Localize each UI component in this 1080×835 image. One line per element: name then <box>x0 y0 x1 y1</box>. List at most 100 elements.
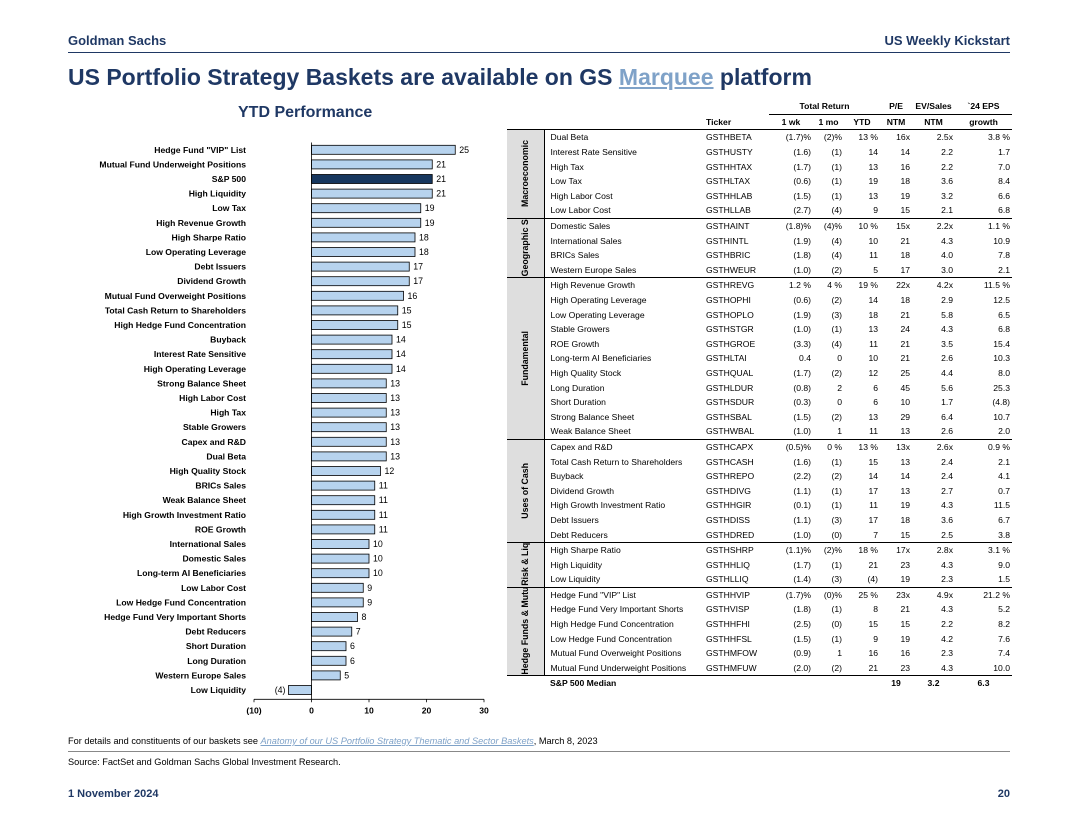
value-cell: 18 <box>900 295 911 306</box>
basket-name: BRICs Sales <box>550 250 600 261</box>
value-cell: 14 <box>868 295 879 306</box>
chart-data-label: 13 <box>390 422 400 432</box>
value-cell: (0) <box>831 529 842 540</box>
basket-name: Dividend Growth <box>550 485 615 496</box>
ticker: GSTHHLAB <box>706 190 753 201</box>
chart-bar <box>311 363 393 374</box>
value-cell: 21.2 % <box>955 586 1013 603</box>
chart-category-label: ROE Growth <box>195 524 246 534</box>
value-cell: 13 <box>868 161 879 172</box>
table-row: Mutual Fund Overweight Positions GSTHMFOW… <box>507 646 1012 661</box>
ticker: GSTHINTL <box>706 235 749 246</box>
column-header: NTM <box>912 114 956 131</box>
table-row: Short Duration GSTHSDUR (0.3) 0 6 10 1.7 (4.8) <box>507 395 1012 410</box>
anatomy-link[interactable]: Anatomy of our US Portfolio Strategy The… <box>260 736 534 746</box>
ticker: GSTHWEUR <box>706 264 757 275</box>
table-row: Mutual Fund Underweight Positions GSTHMFU… <box>507 661 1012 676</box>
value-cell: (1.0) <box>793 264 811 275</box>
basket-name: Total Cash Return to Shareholders <box>550 456 683 467</box>
chart-bar <box>311 480 376 491</box>
page-title: US Portfolio Strategy Baskets are availa… <box>68 64 812 91</box>
group-label: Uses of Cash <box>519 462 530 519</box>
value-cell: 13 <box>900 485 911 496</box>
chart-tick-label: 0 <box>309 705 314 715</box>
group-label: Hedge Funds & Mutual Funds <box>519 587 530 675</box>
value-cell: 3.8 % <box>988 132 1011 143</box>
chart-data-label: 9 <box>367 583 372 593</box>
chart-bar <box>311 422 387 433</box>
value-cell: 6.5 <box>998 309 1011 320</box>
header-blank <box>507 99 544 114</box>
chart-title: YTD Performance <box>238 104 373 121</box>
ticker: GSTHLDUR <box>706 382 754 393</box>
value-cell: 17x <box>880 541 913 558</box>
value-cell: 5.6 <box>941 382 954 393</box>
value-cell: 21 <box>900 338 911 349</box>
value-cell: (1.9) <box>793 235 811 246</box>
marquee-link[interactable]: Marquee <box>618 64 714 90</box>
value-cell: 13 % <box>858 132 879 143</box>
publish-date: 1 November 2024 <box>68 788 159 800</box>
chart-category-label: Stable Growers <box>183 422 246 432</box>
value-cell: (3.3) <box>793 338 811 349</box>
value-cell: 14 <box>900 147 911 158</box>
value-cell: (1.9) <box>793 309 811 320</box>
basket-name: High Growth Investment Ratio <box>550 500 666 511</box>
chart-data-label: 13 <box>390 451 400 461</box>
value-cell: 15 <box>900 619 911 630</box>
value-cell: 2.1 <box>998 456 1011 467</box>
ticker: GSTHAINT <box>704 217 769 234</box>
chart-data-label: 9 <box>367 597 372 607</box>
chart-bar <box>311 393 387 403</box>
header-ev-sales: EV/Sales <box>912 99 956 115</box>
value-cell: 18 <box>900 514 911 525</box>
value-cell: (1) <box>831 190 842 201</box>
value-cell: (1.7)% <box>785 132 811 143</box>
header-pe: P/E <box>880 99 913 115</box>
chart-category-label: High Revenue Growth <box>156 218 246 228</box>
chart-bar <box>311 495 376 506</box>
value-cell: (0.3) <box>793 397 811 408</box>
ticker: GSTHSDUR <box>706 397 755 408</box>
chart-bar <box>288 685 312 695</box>
value-cell: 18 <box>900 176 911 187</box>
chart-data-label: 12 <box>385 466 395 476</box>
chart-bar <box>311 612 358 622</box>
value-cell: (0.9) <box>793 648 811 659</box>
chart-category-label: High Growth Investment Ratio <box>123 510 246 520</box>
header-blank <box>704 99 769 114</box>
chart-bar <box>311 626 353 637</box>
table-row: Low Tax GSTHLTAX (0.6) (1) 19 18 3.6 8.4 <box>507 174 1012 189</box>
ticker: GSTHLTAI <box>706 353 747 364</box>
chart-data-label: 19 <box>425 203 435 213</box>
value-cell: 4.3 <box>941 500 954 511</box>
ticker: GSTHHFHI <box>706 619 750 630</box>
value-cell: 2.2x <box>912 217 956 234</box>
chart-bar <box>311 334 393 345</box>
column-header: Ticker <box>704 114 769 131</box>
chart-bar <box>311 320 399 330</box>
chart-bar <box>311 539 370 549</box>
chart-category-label: Interest Rate Sensitive <box>154 349 246 359</box>
table-row: High Hedge Fund Concentration GSTHHFHI (2.… <box>507 617 1012 632</box>
ticker: GSTHREVG <box>704 277 769 293</box>
value-cell: (2) <box>831 295 842 306</box>
value-cell: 21 <box>900 604 911 615</box>
value-cell: 25 <box>900 367 911 378</box>
basket-name: High Labor Cost <box>550 190 613 201</box>
table-row: High Tax GSTHHTAX (1.7) (1) 13 16 2.2 7.0 <box>507 159 1012 174</box>
value-cell: (1) <box>831 161 842 172</box>
value-cell: (1.7) <box>793 367 811 378</box>
value-cell: 4.2 <box>941 633 954 644</box>
basket-name: High Operating Leverage <box>550 295 647 306</box>
value-cell: 22x <box>880 277 913 293</box>
brand-name: Goldman Sachs <box>68 33 167 48</box>
chart-bar <box>311 553 370 564</box>
value-cell: (1.0) <box>793 529 811 540</box>
value-cell: 4.3 <box>941 604 954 615</box>
ticker: GSTHREPO <box>706 471 755 482</box>
basket-table-wrapper: Total Return P/E EV/Sales `24 EPS Ticker 1 wk… <box>507 99 1013 691</box>
value-cell: 4.9x <box>912 586 956 603</box>
value-cell: 3.6 <box>941 176 954 187</box>
header-blank <box>544 99 704 114</box>
